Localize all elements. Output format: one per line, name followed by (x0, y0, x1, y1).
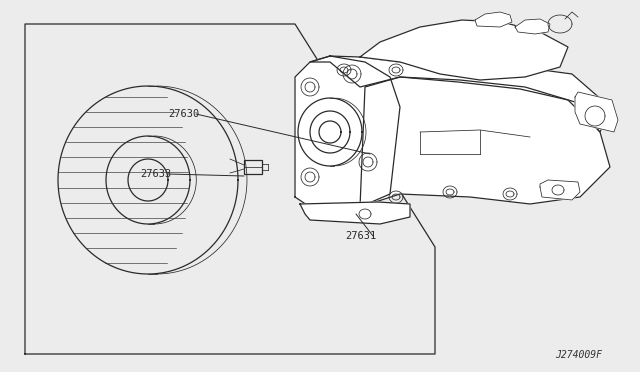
Polygon shape (360, 77, 610, 207)
Text: 27630: 27630 (168, 109, 199, 119)
Text: 27633: 27633 (140, 169, 172, 179)
Text: J274009F: J274009F (555, 350, 602, 360)
Polygon shape (300, 202, 410, 224)
Polygon shape (575, 92, 618, 132)
Polygon shape (515, 19, 550, 34)
Bar (244, 160, 262, 174)
Polygon shape (475, 12, 512, 27)
Polygon shape (310, 56, 610, 132)
Polygon shape (295, 56, 400, 207)
Text: 27631: 27631 (345, 231, 376, 241)
Polygon shape (360, 20, 568, 80)
Polygon shape (540, 180, 580, 200)
